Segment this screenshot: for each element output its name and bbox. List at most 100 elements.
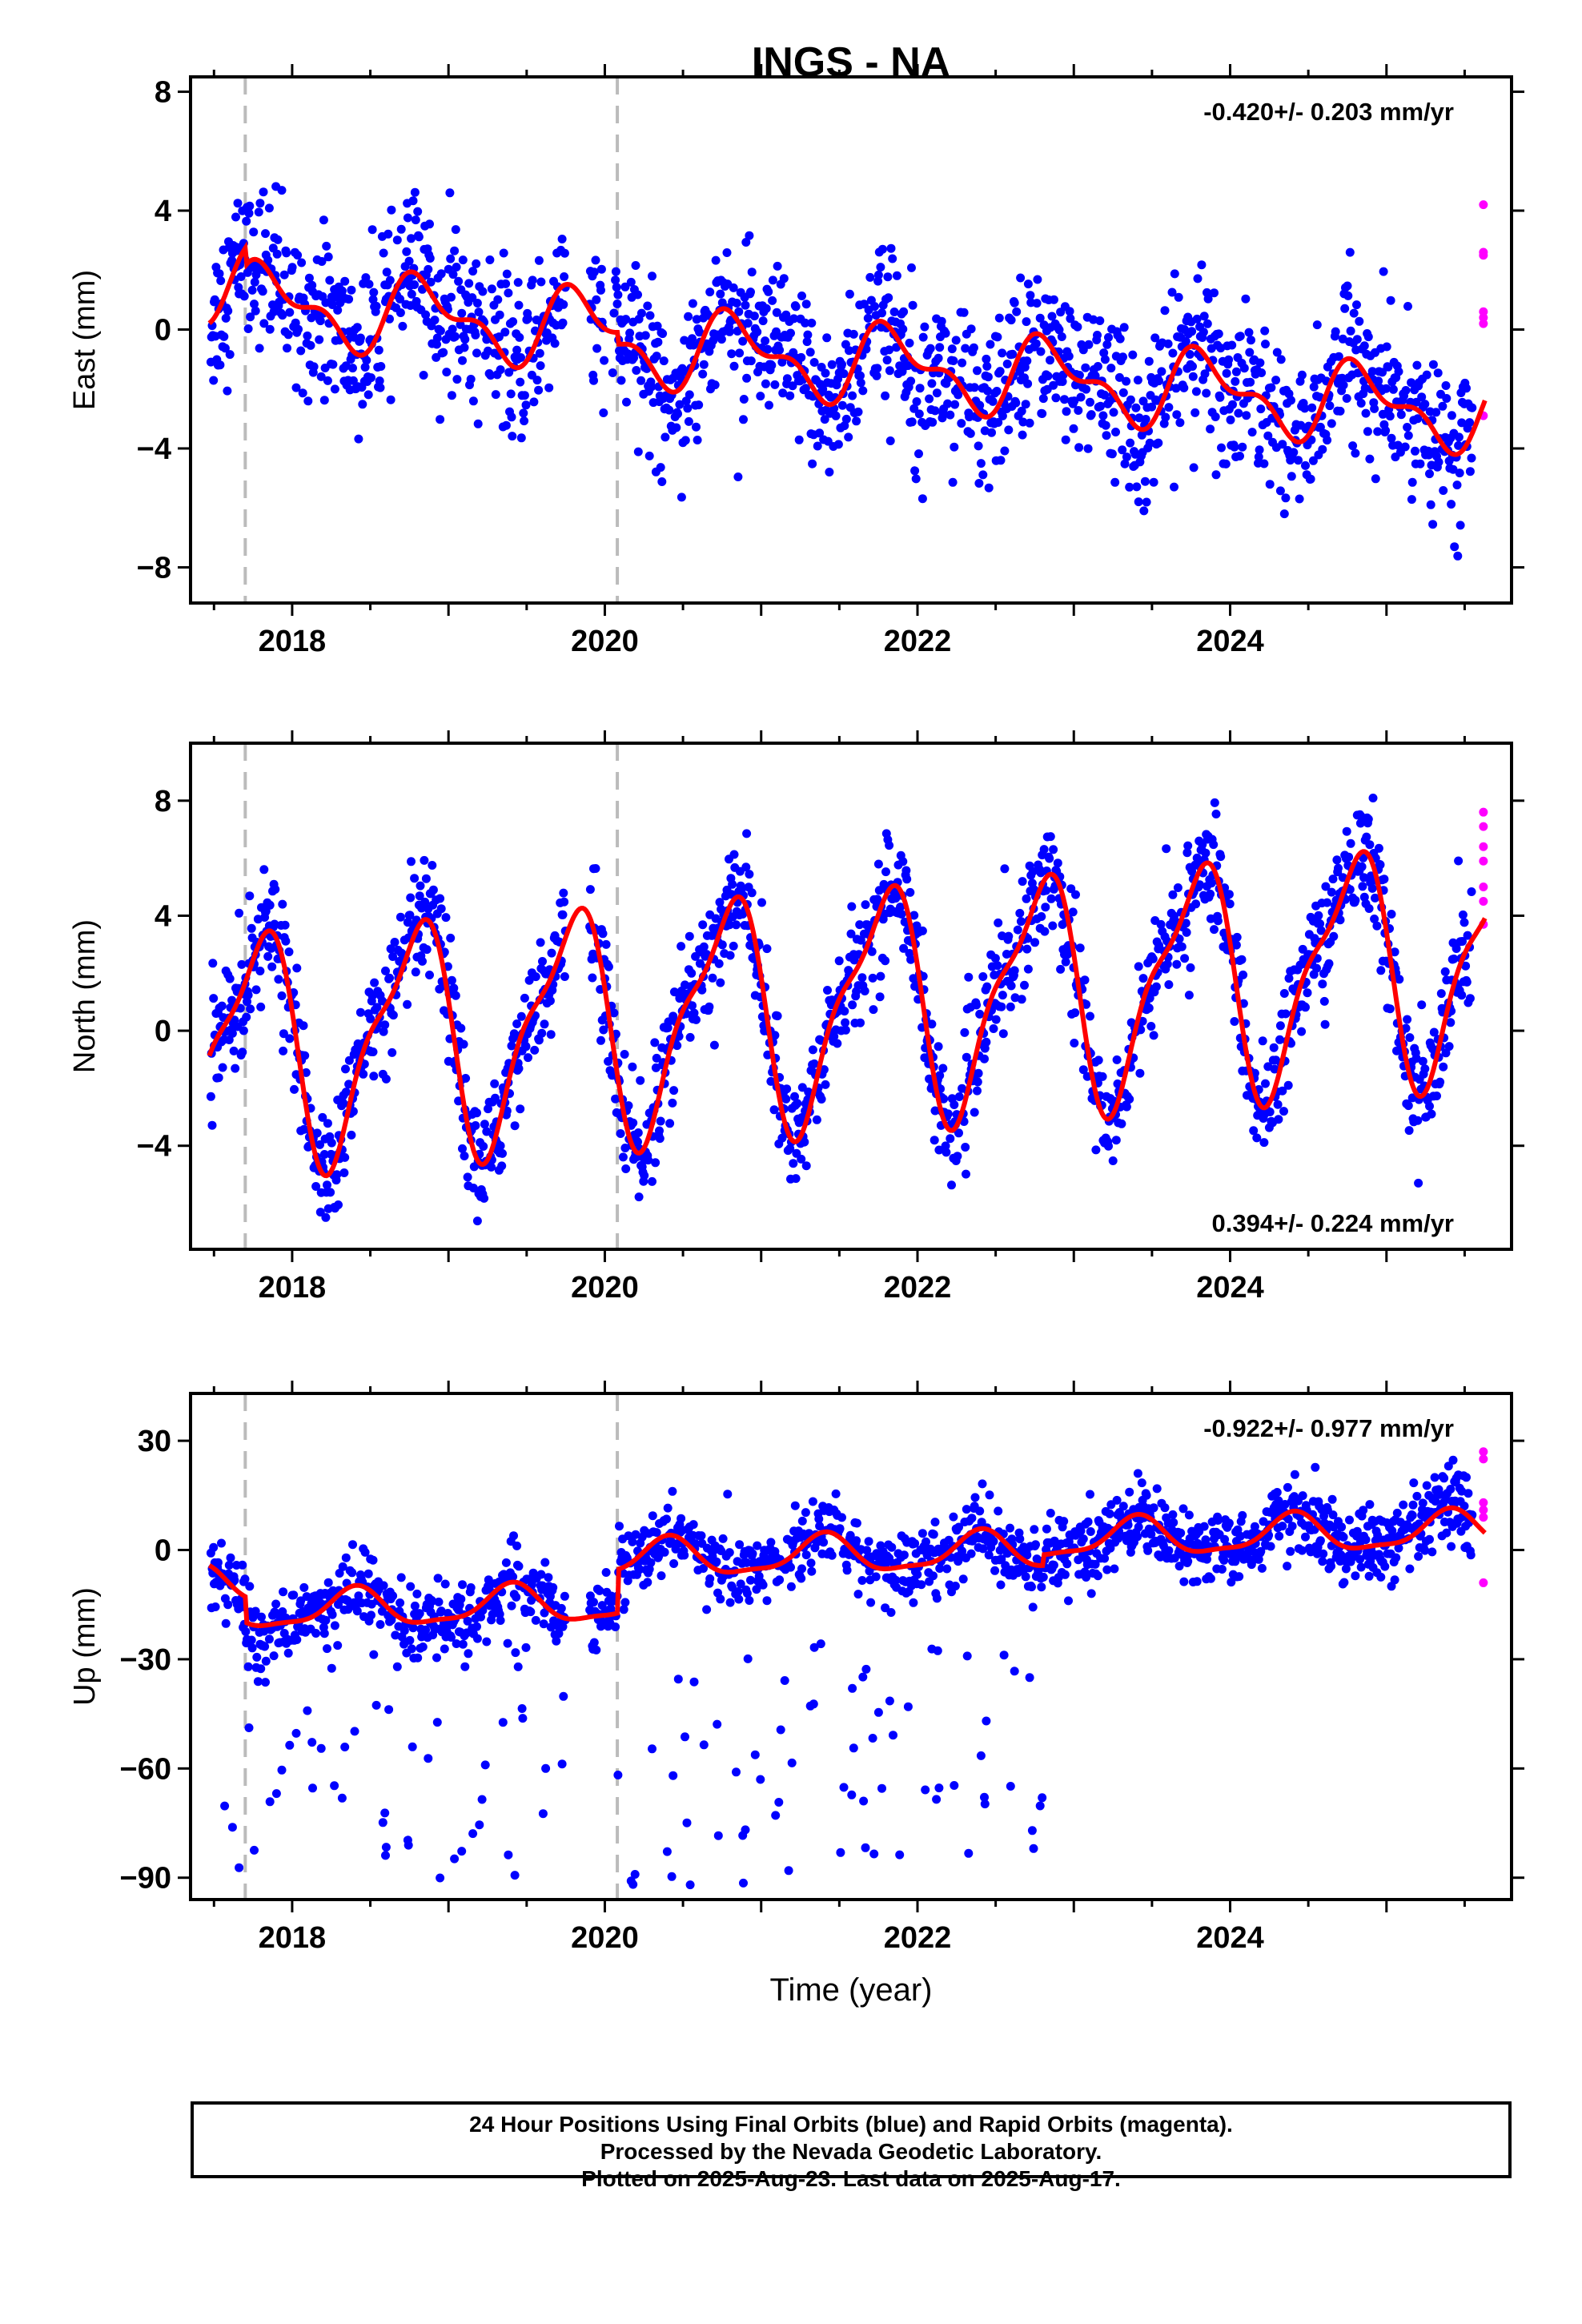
final-orbit-point: [983, 372, 993, 382]
final-orbit-point: [1256, 404, 1266, 414]
final-orbit-point: [1199, 312, 1209, 321]
final-orbit-point: [458, 255, 468, 265]
final-orbit-point: [1224, 1518, 1234, 1528]
final-orbit-point: [1434, 457, 1443, 467]
final-orbit-point: [405, 1635, 415, 1645]
final-orbit-point: [663, 1503, 673, 1513]
rapid-orbit-points: [1479, 200, 1488, 420]
final-orbit-point: [983, 386, 993, 396]
final-orbit-point: [322, 241, 331, 251]
final-orbit-point: [937, 316, 946, 326]
final-orbit-point: [303, 1706, 312, 1715]
final-orbit-point: [941, 328, 950, 338]
final-orbit-point: [457, 1847, 467, 1856]
final-orbit-point: [1038, 394, 1048, 404]
final-orbit-point: [498, 1148, 507, 1158]
final-orbit-point: [756, 392, 765, 401]
final-orbit-point: [886, 1608, 896, 1617]
final-orbit-point: [1191, 899, 1201, 909]
final-orbit-point: [808, 1045, 817, 1055]
final-orbit-point: [927, 1019, 937, 1029]
final-orbit-point: [632, 366, 641, 375]
final-orbit-point: [1447, 411, 1456, 420]
final-orbit-point: [392, 1662, 402, 1671]
final-orbit-point: [1076, 1526, 1086, 1536]
final-orbit-point: [742, 373, 752, 383]
final-orbit-point: [998, 1029, 1008, 1039]
final-orbit-point: [1004, 425, 1014, 435]
final-orbit-point: [709, 336, 718, 345]
final-orbit-point: [447, 975, 456, 985]
final-orbit-point: [1247, 428, 1257, 437]
final-orbit-point: [448, 270, 458, 279]
final-orbit-point: [1084, 340, 1094, 349]
final-orbit-point: [812, 1115, 821, 1124]
final-orbit-point: [279, 1587, 288, 1597]
final-orbit-point: [386, 395, 396, 404]
final-orbit-point: [599, 1025, 608, 1035]
final-orbit-point: [1042, 1524, 1051, 1534]
final-orbit-point: [1334, 352, 1343, 361]
final-orbit-point: [1167, 287, 1177, 297]
final-orbit-point: [255, 967, 265, 975]
final-orbit-point: [982, 354, 991, 364]
final-orbit-point: [677, 1514, 686, 1523]
final-orbit-point: [974, 1068, 983, 1078]
final-orbit-point: [422, 945, 432, 955]
final-orbit-point: [1059, 1517, 1069, 1526]
final-orbit-point: [885, 841, 894, 850]
final-orbit-point: [236, 272, 246, 281]
final-orbit-point: [774, 1798, 784, 1807]
final-orbit-point: [521, 1042, 531, 1051]
final-orbit-point: [516, 1104, 525, 1114]
final-orbit-point: [311, 1182, 321, 1191]
final-orbit-point: [441, 913, 451, 923]
final-orbit-point: [1122, 452, 1131, 462]
y-tick-label: 8: [155, 76, 171, 110]
final-orbit-point: [1417, 392, 1427, 402]
final-orbit-point: [415, 891, 424, 901]
final-orbit-point: [675, 400, 685, 409]
final-orbit-point: [789, 1159, 798, 1168]
final-orbit-point: [1214, 329, 1223, 339]
final-orbit-point: [1107, 449, 1117, 459]
final-orbit-point: [585, 885, 595, 895]
rapid-orbit-point: [1479, 319, 1488, 328]
final-orbit-point: [745, 1596, 754, 1605]
y-tick-label: 4: [155, 899, 171, 933]
final-orbit-point: [255, 344, 264, 353]
final-orbit-point: [416, 881, 425, 891]
final-orbit-point: [822, 333, 832, 343]
final-orbit-point: [622, 397, 631, 407]
final-orbit-point: [414, 232, 424, 242]
final-orbit-point: [821, 1080, 830, 1089]
final-orbit-point: [604, 962, 613, 971]
final-orbit-point: [1108, 1156, 1118, 1165]
final-orbit-point: [589, 1638, 599, 1647]
final-orbit-point: [711, 255, 721, 265]
final-orbit-point: [432, 1718, 442, 1727]
final-orbit-point: [1467, 887, 1476, 896]
final-orbit-point: [411, 215, 420, 225]
final-orbit-point: [772, 308, 781, 317]
final-orbit-point: [244, 208, 254, 218]
final-orbit-point: [1099, 348, 1109, 358]
final-orbit-point: [381, 966, 390, 975]
final-orbit-point: [544, 383, 554, 392]
final-orbit-point: [227, 1028, 237, 1038]
final-orbit-point: [1137, 1478, 1146, 1488]
final-orbit-point: [420, 897, 430, 907]
final-orbit-point: [1006, 981, 1016, 991]
final-orbit-point: [254, 207, 263, 217]
final-orbit-point: [1188, 362, 1197, 371]
final-orbit-point: [547, 948, 556, 958]
final-orbit-point: [369, 1072, 379, 1081]
final-orbit-point: [976, 1751, 986, 1760]
final-orbit-point: [283, 344, 291, 353]
final-orbit-point: [673, 409, 682, 419]
final-orbit-point: [428, 1596, 437, 1606]
final-orbit-point: [297, 258, 307, 267]
final-orbit-point: [1086, 1490, 1094, 1499]
final-orbit-point: [672, 423, 681, 432]
